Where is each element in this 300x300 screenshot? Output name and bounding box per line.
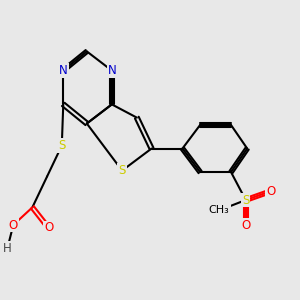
Text: S: S bbox=[58, 139, 65, 152]
Text: S: S bbox=[242, 194, 249, 206]
Text: N: N bbox=[107, 64, 116, 77]
Text: CH₃: CH₃ bbox=[209, 205, 230, 215]
Text: O: O bbox=[266, 185, 275, 198]
Text: O: O bbox=[9, 218, 18, 232]
Text: O: O bbox=[44, 221, 53, 235]
Text: H: H bbox=[3, 242, 12, 255]
Text: N: N bbox=[59, 64, 68, 77]
Text: S: S bbox=[118, 164, 126, 177]
Text: O: O bbox=[241, 218, 250, 232]
